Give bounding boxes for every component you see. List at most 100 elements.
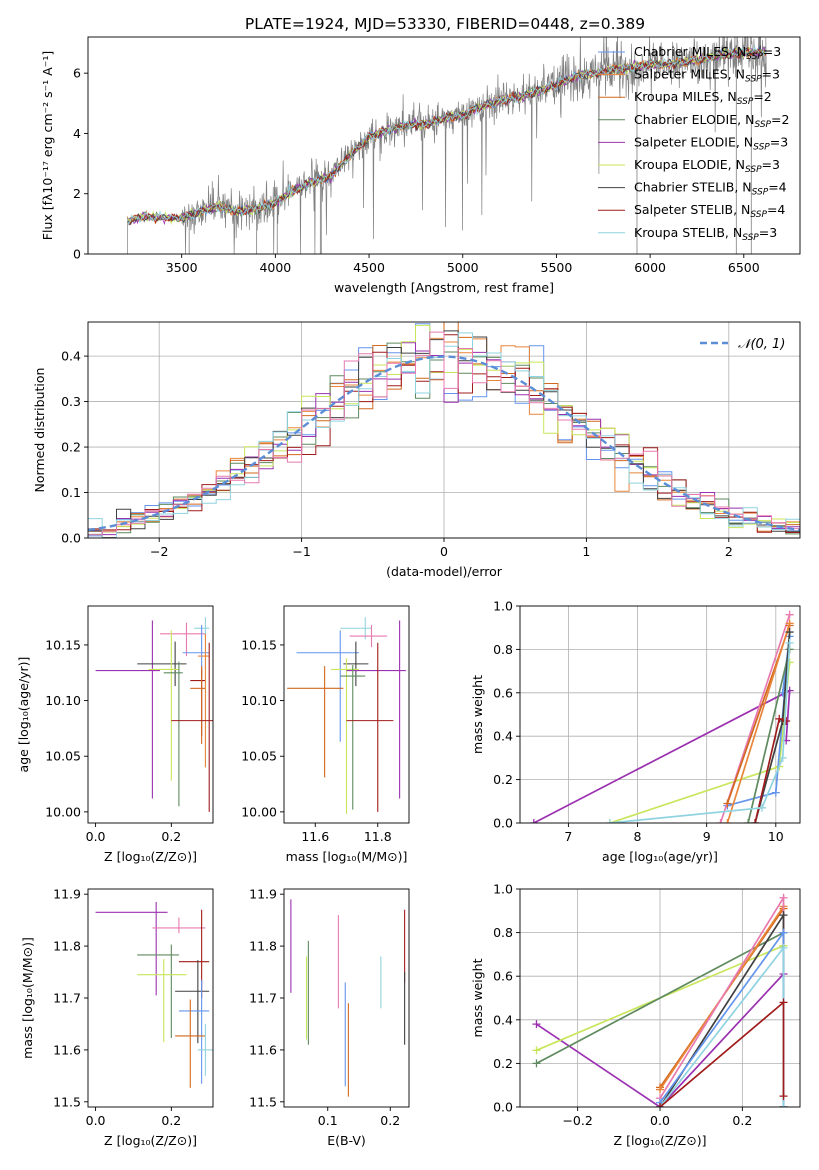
x-tick-label: 6500 bbox=[728, 260, 760, 275]
series-marker bbox=[771, 788, 780, 797]
y-tick-label: 0.0 bbox=[493, 1100, 513, 1115]
x-tick-label: 3500 bbox=[166, 260, 198, 275]
y-tick-label: 11.7 bbox=[249, 991, 277, 1006]
plot-area bbox=[126, 37, 767, 254]
plot-area bbox=[287, 617, 406, 815]
x-tick-label: 4500 bbox=[353, 260, 385, 275]
y-axis-label: mass [log₁₀(M/M⊙)] bbox=[20, 937, 35, 1059]
y-tick-label: 11.9 bbox=[249, 887, 277, 902]
legend-label: Salpeter MILES, NSSP=3 bbox=[634, 67, 780, 85]
x-tick-label: 0.2 bbox=[161, 1113, 181, 1128]
x-tick-label: 5000 bbox=[447, 260, 479, 275]
series-marker bbox=[656, 1103, 664, 1107]
series-marker bbox=[785, 638, 794, 647]
panel-massweight-vs-age: 7 8 9 10 0.0 0.2 0.4 0.6 0.8 1.0 age [log₁₀(age/yr… bbox=[470, 599, 801, 864]
x-tick-label: −0.2 bbox=[562, 1113, 592, 1128]
normal-curve bbox=[88, 355, 800, 532]
legend-label: Chabrier MILES, NSSP=3 bbox=[634, 44, 781, 62]
series-marker bbox=[779, 943, 788, 952]
series-marker bbox=[779, 911, 788, 920]
y-tick-label: 11.7 bbox=[53, 991, 81, 1006]
y-axis-label: age [log₁₀(age/yr)] bbox=[16, 657, 31, 773]
y-axis-label: mass weight bbox=[470, 958, 485, 1037]
series-marker bbox=[532, 1046, 541, 1055]
x-tick-label: 8 bbox=[634, 829, 642, 844]
y-tick-label: 2 bbox=[73, 186, 81, 201]
panel-age-vs-Z: 0.0 0.2 10.00 10.05 10.10 10.15 Z [log₁₀(Z/Z⊙)… bbox=[16, 605, 214, 864]
legend-label: Kroupa MILES, NSSP=2 bbox=[634, 89, 772, 107]
y-tick-label: 0 bbox=[73, 247, 81, 262]
plot-area bbox=[88, 322, 800, 538]
axes-frame bbox=[87, 321, 801, 539]
x-axis-label: (data-model)/error bbox=[386, 564, 503, 579]
legend-label: Kroupa STELIB, NSSP=3 bbox=[634, 225, 777, 243]
series-line bbox=[533, 689, 791, 823]
plot-area bbox=[529, 610, 794, 823]
histogram-step bbox=[88, 331, 800, 536]
panel-massweight-vs-Z: −0.2 0.0 0.2 0.0 0.2 0.4 0.6 0.8 1.0 Z [log₁₀(Z/Z… bbox=[470, 882, 801, 1148]
axes-frame bbox=[87, 36, 801, 255]
series-marker bbox=[779, 893, 788, 902]
legend-label: Salpeter ELODIE, NSSP=3 bbox=[634, 134, 788, 152]
legend-label: Chabrier ELODIE, NSSP=2 bbox=[634, 112, 789, 130]
legend-label: Kroupa ELODIE, NSSP=3 bbox=[634, 157, 780, 175]
x-tick-label: 0.1 bbox=[318, 1113, 338, 1128]
x-tick-label: 7 bbox=[564, 829, 572, 844]
x-tick-label: 5500 bbox=[541, 260, 573, 275]
series-line bbox=[609, 642, 791, 823]
model-spectrum bbox=[126, 45, 767, 227]
panel-age-vs-mass: 11.6 11.8 10.00 10.05 10.10 10.15 mass [log₁₀(… bbox=[241, 605, 410, 864]
axes-frame bbox=[283, 888, 410, 1108]
x-tick-label: 1 bbox=[582, 544, 590, 559]
series-line bbox=[609, 662, 791, 823]
y-tick-label: 0.3 bbox=[61, 394, 81, 409]
legend-label: Salpeter STELIB, NSSP=4 bbox=[634, 202, 785, 220]
panel-residuals: −2 −1 0 1 2 0.0 0.1 0.2 0.3 0.4 (data-model)/error… bbox=[32, 321, 801, 579]
series-line bbox=[747, 649, 791, 823]
x-axis-label: Z [log₁₀(Z/Z⊙)] bbox=[104, 1133, 197, 1148]
axes-frame bbox=[519, 605, 801, 824]
y-tick-label: 6 bbox=[73, 66, 81, 81]
series-line bbox=[659, 894, 785, 1107]
plot-area bbox=[532, 893, 788, 1107]
x-tick-label: 0.2 bbox=[732, 1113, 752, 1128]
x-tick-label: 10 bbox=[768, 829, 784, 844]
series-marker bbox=[723, 799, 732, 808]
series-marker bbox=[779, 1103, 788, 1107]
x-tick-label: 11.8 bbox=[364, 829, 392, 844]
series-marker bbox=[775, 714, 784, 723]
series-marker bbox=[778, 753, 787, 762]
y-tick-label: 11.6 bbox=[249, 1042, 277, 1057]
y-tick-label: 0.4 bbox=[493, 729, 513, 744]
plot-area bbox=[95, 617, 213, 812]
y-axis-label: Normed distribution bbox=[32, 368, 47, 493]
series-marker bbox=[744, 819, 753, 823]
axes-frame bbox=[519, 888, 801, 1108]
panel-spectrum: 3500 4000 4500 5000 5500 6000 6500 0 2 4 6 waveleng… bbox=[40, 36, 801, 295]
y-tick-label: 0.8 bbox=[493, 925, 513, 940]
y-tick-label: 11.6 bbox=[53, 1042, 81, 1057]
y-tick-label: 10.10 bbox=[45, 693, 81, 708]
y-tick-label: 0.6 bbox=[493, 969, 513, 984]
panel-mass-vs-EBV: 0.1 0.2 11.5 11.6 11.7 11.8 11.9 E(B-V) bbox=[249, 887, 410, 1148]
legend-label: 𝒩(0, 1) bbox=[738, 337, 785, 352]
y-tick-label: 10.15 bbox=[241, 637, 277, 652]
y-tick-label: 0.6 bbox=[493, 685, 513, 700]
y-tick-label: 0.2 bbox=[493, 772, 513, 787]
y-tick-label: 10.05 bbox=[45, 749, 81, 764]
y-tick-label: 0.2 bbox=[61, 440, 81, 455]
y-tick-label: 0.8 bbox=[493, 642, 513, 657]
series-marker bbox=[716, 819, 725, 823]
series-marker bbox=[779, 1092, 788, 1101]
y-tick-label: 10.10 bbox=[241, 693, 277, 708]
y-tick-label: 11.5 bbox=[53, 1094, 81, 1109]
x-tick-label: −1 bbox=[292, 544, 310, 559]
x-tick-label: 0.0 bbox=[650, 1113, 670, 1128]
x-tick-label: −2 bbox=[150, 544, 168, 559]
x-tick-label: 0.2 bbox=[380, 1113, 400, 1128]
x-tick-label: 4000 bbox=[259, 260, 291, 275]
series-marker bbox=[785, 610, 794, 619]
x-axis-label: wavelength [Angstrom, rest frame] bbox=[334, 280, 554, 295]
series-marker bbox=[656, 1085, 664, 1094]
x-tick-label: 0.2 bbox=[161, 829, 181, 844]
